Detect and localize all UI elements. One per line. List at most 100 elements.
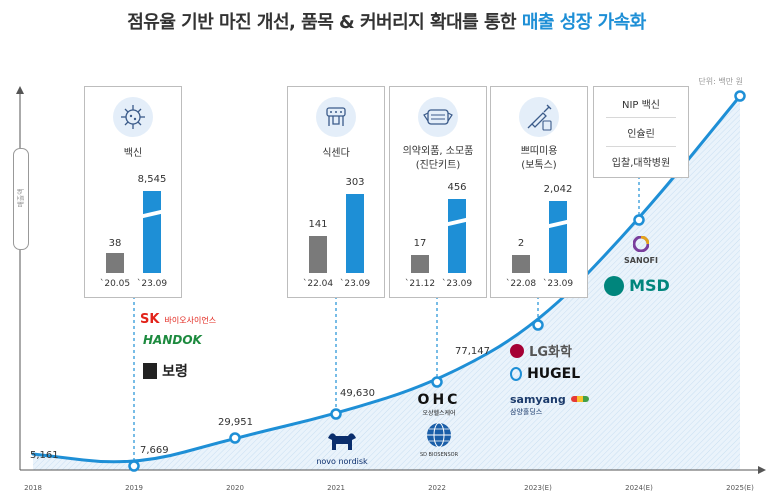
x-tick-label: 2023(E) [524, 484, 552, 492]
unit-label: 단위: 백만 원 [698, 77, 743, 86]
after-value: 8,545 [137, 174, 167, 185]
before-value: 38 [108, 238, 122, 249]
msd-logo-text: MSD [629, 276, 670, 295]
x-tick-label: 2025(E) [726, 484, 754, 492]
hugel-mark-icon [510, 366, 522, 381]
before-bar [106, 253, 124, 273]
globe-icon [427, 422, 451, 448]
boryung-logo-text: 보령 [162, 363, 188, 380]
data-point [431, 376, 443, 388]
sk-bioscience-logo: SK 바이오사이언스 [140, 308, 216, 327]
y-axis-arrow-icon [16, 86, 24, 94]
after-bar [448, 199, 466, 273]
after-bar [346, 194, 364, 273]
boryung-logo: 보령 [143, 360, 188, 381]
ohc-logo: OHC 오상헬스케어 [411, 392, 467, 417]
axis-break-icon [444, 217, 470, 227]
box-label: 식센다 [322, 148, 350, 159]
data-point [128, 460, 140, 472]
value-label: 77,147 [455, 346, 490, 357]
value-label: 7,669 [140, 445, 169, 456]
sd-logo-text: SD BIOSENSOR [419, 452, 459, 458]
box-label: 의약외품, 소모품 [402, 146, 474, 157]
x-tick-label: 2018 [24, 484, 42, 492]
samyang-dots-icon [570, 395, 589, 402]
after-date: `23.09 [542, 279, 574, 289]
samyang-logo-text: samyang [510, 393, 566, 406]
growth-area [33, 96, 740, 470]
axis-break-icon [139, 209, 165, 219]
lg-logo-text: LG화학 [529, 345, 572, 360]
sk-logo-sub: 바이오사이언스 [164, 316, 217, 325]
before-bar [512, 255, 530, 273]
title-main: 점유율 기반 마진 개선, 품목 & 커버리지 확대를 통한 [127, 12, 522, 33]
before-bar [411, 255, 429, 273]
hugel-logo-text: HUGEL [527, 365, 581, 382]
sanofi-mark-icon [632, 235, 650, 253]
before-value: 2 [517, 238, 525, 249]
after-value: 456 [447, 182, 467, 193]
axis-break-icon [545, 219, 571, 229]
divider [606, 117, 676, 118]
mask-icon [418, 97, 458, 137]
box-label: 백신 [123, 148, 143, 159]
box-label-sub: (보톡스) [521, 160, 557, 171]
x-tick-label: 2021 [327, 484, 345, 492]
value-label: 5,161 [30, 450, 59, 461]
data-point [330, 408, 342, 420]
x-axis-arrow-icon [758, 466, 766, 474]
after-date: `23.09 [339, 279, 371, 289]
syringe-icon [519, 97, 559, 137]
data-point [229, 432, 241, 444]
handok-logo: HANDOK [143, 333, 202, 347]
data-point [532, 319, 544, 331]
after-value: 303 [345, 177, 365, 188]
x-tick-label: 2022 [428, 484, 446, 492]
ohc-logo-sub: 오상헬스케어 [422, 410, 456, 417]
hugel-logo: HUGEL [510, 363, 580, 382]
box-food: 식센다 141 303 `22.04 `23.09 [287, 86, 385, 298]
value-label: 29,951 [218, 417, 253, 428]
box-label: 쁘띠미용 [520, 146, 558, 157]
before-value: 141 [308, 219, 328, 230]
before-bar [309, 236, 327, 273]
value-label: 49,630 [340, 388, 375, 399]
sanofi-logo: SANOFI [618, 235, 664, 265]
y-axis-label-text: 매출액 [17, 188, 25, 208]
msd-logo: MSD [604, 275, 670, 296]
data-point [633, 214, 645, 226]
x-tick-label: 2024(E) [625, 484, 653, 492]
samyang-logo-sub: 삼양홀딩스 [510, 408, 543, 416]
after-value: 2,042 [543, 184, 573, 195]
before-date: `22.08 [505, 279, 537, 289]
after-bar [143, 191, 161, 273]
after-date: `23.09 [441, 279, 473, 289]
device-icon [316, 97, 356, 137]
lg-chem-logo: LG화학 [510, 340, 572, 360]
lg-face-icon [510, 343, 524, 358]
x-tick-label: 2020 [226, 484, 244, 492]
novo-nordisk-logo: novo nordisk [312, 428, 372, 468]
y-axis-label: 매출액 [13, 148, 29, 250]
box-vaccine: 백신 38 8,545 `20.05 `23.09 [84, 86, 182, 298]
before-value: 17 [413, 238, 427, 249]
nip-item: 입찰,대학병원 [611, 158, 671, 169]
divider [606, 146, 676, 147]
box-label-sub: (진단키트) [415, 160, 461, 171]
after-date: `23.09 [136, 279, 168, 289]
nip-item: NIP 백신 [621, 100, 661, 111]
samyang-logo: samyang 삼양홀딩스 [510, 388, 589, 417]
sanofi-logo-text: SANOFI [624, 256, 658, 265]
after-bar [549, 201, 567, 273]
sd-biosensor-logo: SD BIOSENSOR [410, 422, 468, 458]
virus-icon [113, 97, 153, 137]
box-nip: NIP 백신 인슐린 입찰,대학병원 [593, 86, 689, 178]
title-highlight: 매출 성장 가속화 [521, 12, 646, 33]
before-date: `20.05 [99, 279, 131, 289]
before-date: `22.04 [302, 279, 334, 289]
box-quasi-drug: 의약외품, 소모품 (진단키트) 17 456 `21.12 `23.09 [389, 86, 487, 298]
page-title: 점유율 기반 마진 개선, 품목 & 커버리지 확대를 통한 매출 성장 가속화 [0, 8, 773, 34]
apis-bull-icon [328, 433, 356, 450]
ohc-logo-text: OHC [417, 392, 461, 408]
